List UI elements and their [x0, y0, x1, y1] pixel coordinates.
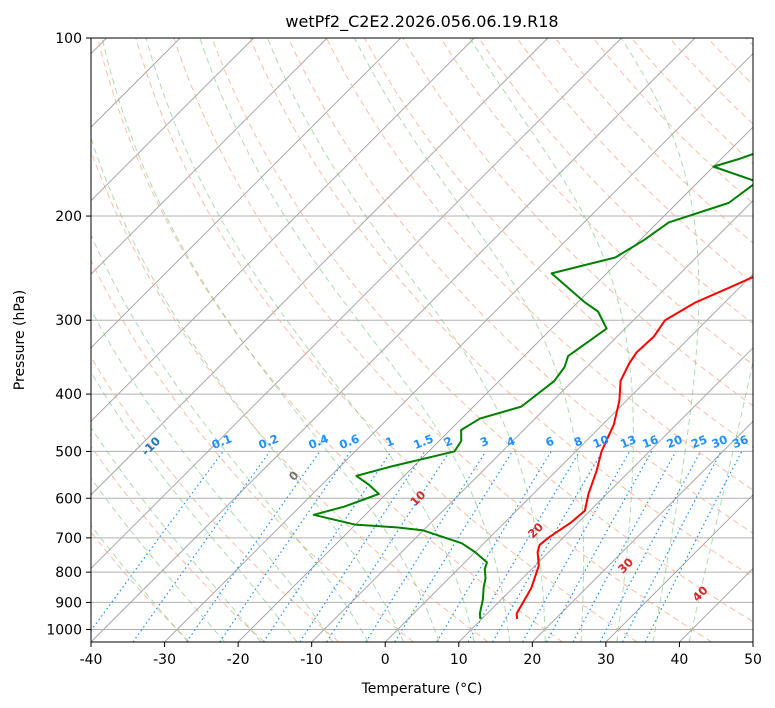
mixing-ratio-label: 36: [730, 432, 750, 451]
isotherm-line: [311, 199, 753, 642]
x-axis-title: Temperature (°C): [361, 681, 483, 697]
mixing-ratio-label: 13: [618, 432, 638, 451]
y-tick-label: 200: [55, 209, 82, 225]
dry-adiabat-line: [325, 38, 753, 491]
x-tick-label: 50: [744, 652, 762, 668]
mixing-ratio-label: 25: [689, 432, 709, 451]
series-layer: [312, 152, 753, 620]
mixing-ratio-line: [572, 451, 677, 642]
isotherm-line: [384, 273, 753, 642]
isotherm-line: [164, 52, 753, 642]
dry-adiabat-line: [91, 445, 265, 642]
isotherm-line: [458, 347, 753, 642]
x-tick-label: 30: [597, 652, 615, 668]
x-tick-label: -20: [227, 652, 250, 668]
grid-layer: [91, 38, 753, 642]
x-tick-label: -10: [300, 652, 323, 668]
isotherm-line: [91, 38, 549, 496]
y-tick-label: 1000: [46, 622, 82, 638]
mixing-ratio-label: 30: [710, 432, 730, 451]
y-tick-label: 600: [55, 491, 82, 507]
y-tick-label: 300: [55, 313, 82, 329]
mixing-ratio-line: [546, 451, 653, 642]
x-axis: -40 -30 -20 -10 0 10 20 30 40 50: [80, 642, 762, 668]
moist-adiabat-line: [91, 136, 405, 642]
moist-adiabat-line: [688, 359, 753, 642]
x-tick-label: 20: [523, 652, 541, 668]
dry-adiabat-line: [287, 38, 753, 534]
mixing-ratio-line: [186, 451, 321, 642]
mixing-ratio-label: 16: [640, 432, 660, 451]
moist-adiabat-line: [101, 38, 440, 642]
y-tick-label: 900: [55, 595, 82, 611]
y-axis: 100 200 300 400 500 600 700 800 900 1000: [46, 31, 91, 638]
mixing-ratio-line: [644, 451, 743, 642]
mixing-ratio-line: [394, 451, 513, 642]
moist-adiabat-line: [91, 426, 262, 642]
mixing-ratio-label: 20: [664, 432, 684, 451]
plot-frame: [90, 37, 754, 643]
isotherm-line: [91, 38, 696, 642]
x-tick-label: -30: [153, 652, 176, 668]
isotherm-line: [531, 420, 753, 642]
dry-adiabat-line: [135, 38, 638, 642]
mixing-ratio-line: [326, 451, 451, 642]
dry-adiabat-line: [249, 38, 753, 578]
mixing-ratio-line: [219, 451, 352, 642]
isotherm-line: [91, 38, 475, 423]
moist-adiabat-line: [145, 38, 475, 642]
moist-adiabat-line: [91, 477, 226, 642]
y-tick-label: 800: [55, 565, 82, 581]
y-axis-title: Pressure (hPa): [12, 290, 28, 390]
moist-adiabat-line: [91, 308, 334, 642]
isotherm-line: [91, 38, 622, 570]
chart-title: wetPf2_C2E2.2026.056.06.19.R18: [285, 12, 558, 32]
isotherm-line: [605, 494, 753, 642]
moist-adiabat-line: [620, 38, 700, 642]
y-tick-label: 700: [55, 531, 82, 547]
isotherm-line: [91, 38, 328, 275]
mixing-ratio-line: [365, 451, 487, 642]
series-1-line: [312, 152, 753, 620]
y-tick-label: 400: [55, 387, 82, 403]
mixing-ratio-label: 10: [591, 432, 611, 451]
moist-adiabat-line: [91, 524, 189, 642]
mixing-ratio-line: [436, 451, 552, 642]
y-tick-label: 500: [55, 444, 82, 460]
mixing-ratio-line: [263, 451, 392, 642]
mixing-ratio-line: [467, 451, 581, 642]
moist-adiabat-line: [199, 38, 511, 642]
isotherm-line: [237, 126, 753, 642]
dry-adiabat-line: [173, 38, 713, 642]
x-tick-label: -40: [80, 652, 103, 668]
mixing-ratio-line: [132, 451, 271, 642]
moist-adiabat-line: [354, 38, 585, 642]
y-tick-label: 100: [55, 31, 82, 47]
dry-adiabat-line: [91, 259, 414, 642]
series-0-line: [515, 275, 753, 620]
moist-adiabat-line: [91, 233, 369, 642]
x-tick-label: 10: [450, 652, 468, 668]
moist-adiabat-line: [91, 371, 298, 642]
dry-adiabat-line: [211, 38, 753, 623]
isotherm-line: [91, 38, 255, 202]
moist-adiabat-line: [266, 38, 546, 642]
x-tick-label: 40: [671, 652, 689, 668]
mixing-ratio-line: [299, 451, 426, 642]
x-tick-label: 0: [381, 652, 390, 668]
